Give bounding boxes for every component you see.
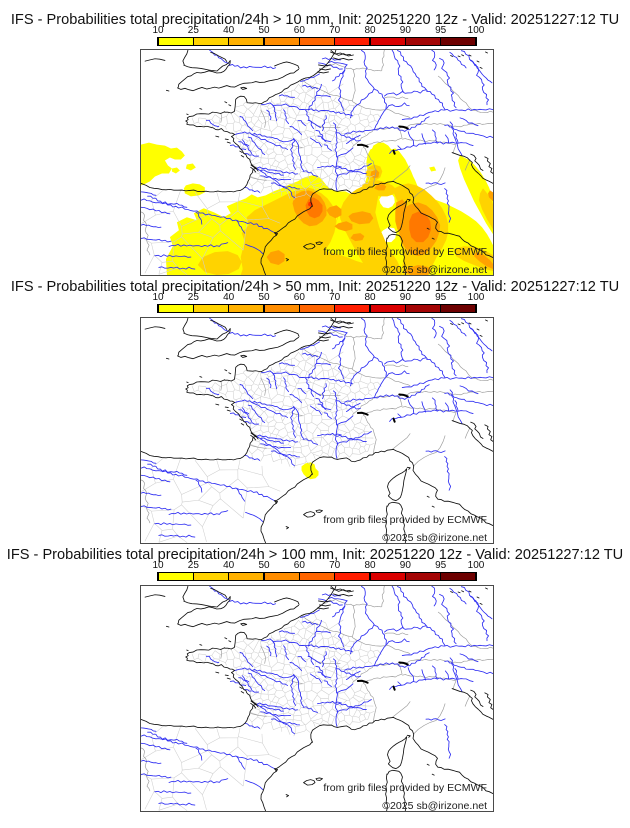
svg-text:©2025 sb@irizone.net: ©2025 sb@irizone.net	[382, 532, 487, 544]
svg-text:from grib files provided by EC: from grib files provided by ECMWF	[323, 782, 487, 794]
svg-text:©2025 sb@irizone.net: ©2025 sb@irizone.net	[382, 264, 487, 276]
svg-text:from grib files provided by EC: from grib files provided by ECMWF	[323, 246, 487, 258]
svg-text:from grib files provided by EC: from grib files provided by ECMWF	[323, 514, 487, 526]
svg-text:©2025 sb@irizone.net: ©2025 sb@irizone.net	[382, 800, 487, 812]
